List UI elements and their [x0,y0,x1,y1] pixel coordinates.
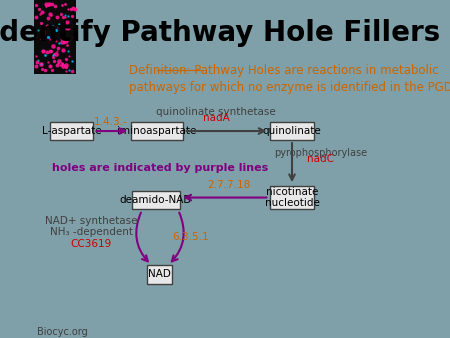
Text: Biocyc.org: Biocyc.org [37,327,88,337]
Text: Identify Pathway Hole Fillers: Identify Pathway Hole Fillers [0,19,440,47]
Text: nadC: nadC [307,154,334,164]
Text: NAD+ synthetase: NAD+ synthetase [45,216,137,226]
Text: NH₃ -dependent: NH₃ -dependent [50,227,133,237]
FancyBboxPatch shape [130,122,183,140]
Text: nadA: nadA [202,113,229,123]
Text: deamido-NAD: deamido-NAD [120,195,192,205]
FancyBboxPatch shape [132,191,180,209]
Text: quinolinate: quinolinate [263,126,322,136]
Bar [34,0,76,74]
Text: L-aspartate: L-aspartate [42,126,101,136]
Text: NAD: NAD [148,269,171,280]
FancyBboxPatch shape [270,186,314,209]
Text: CC3619: CC3619 [71,239,112,249]
FancyBboxPatch shape [147,265,171,284]
Text: quinolinate synthetase: quinolinate synthetase [156,107,276,117]
FancyBboxPatch shape [50,122,93,140]
Text: holes are indicated by purple lines: holes are indicated by purple lines [52,163,268,173]
Text: iminoaspartate: iminoaspartate [117,126,197,136]
Text: nicotinate
nucleotide: nicotinate nucleotide [265,187,319,208]
Text: 6.3.5.1: 6.3.5.1 [172,232,209,242]
Text: pyrophosphorylase: pyrophosphorylase [274,148,367,158]
Text: Definition: Pathway Holes are reactions in metabolic: Definition: Pathway Holes are reactions … [129,64,439,77]
FancyBboxPatch shape [270,122,314,140]
Text: pathways for which no enzyme is identified in the PGDB.: pathways for which no enzyme is identifi… [129,81,450,94]
Text: 2.7.7.18: 2.7.7.18 [207,180,251,190]
Text: 1.4.3.-: 1.4.3.- [94,117,128,127]
